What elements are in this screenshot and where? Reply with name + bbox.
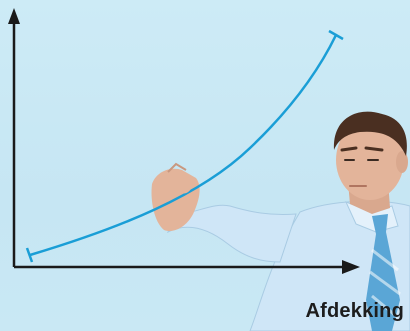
ear bbox=[396, 151, 408, 173]
growth-curve bbox=[25, 29, 344, 263]
fingers bbox=[167, 162, 187, 173]
caption-text: Afdekking bbox=[305, 300, 404, 322]
man-figure bbox=[151, 111, 410, 331]
eyebrows bbox=[340, 146, 384, 152]
curve-end-cap bbox=[328, 29, 344, 41]
curve-line bbox=[28, 33, 338, 257]
axes bbox=[8, 8, 360, 274]
finger-tip bbox=[176, 178, 192, 194]
tie-stripes bbox=[369, 248, 401, 318]
curve-start-cap bbox=[25, 247, 34, 263]
y-axis-arrow-icon bbox=[8, 8, 20, 24]
x-axis-arrow-icon bbox=[342, 260, 360, 274]
sleeve bbox=[166, 204, 297, 263]
tie bbox=[366, 214, 400, 331]
hair bbox=[333, 111, 407, 156]
